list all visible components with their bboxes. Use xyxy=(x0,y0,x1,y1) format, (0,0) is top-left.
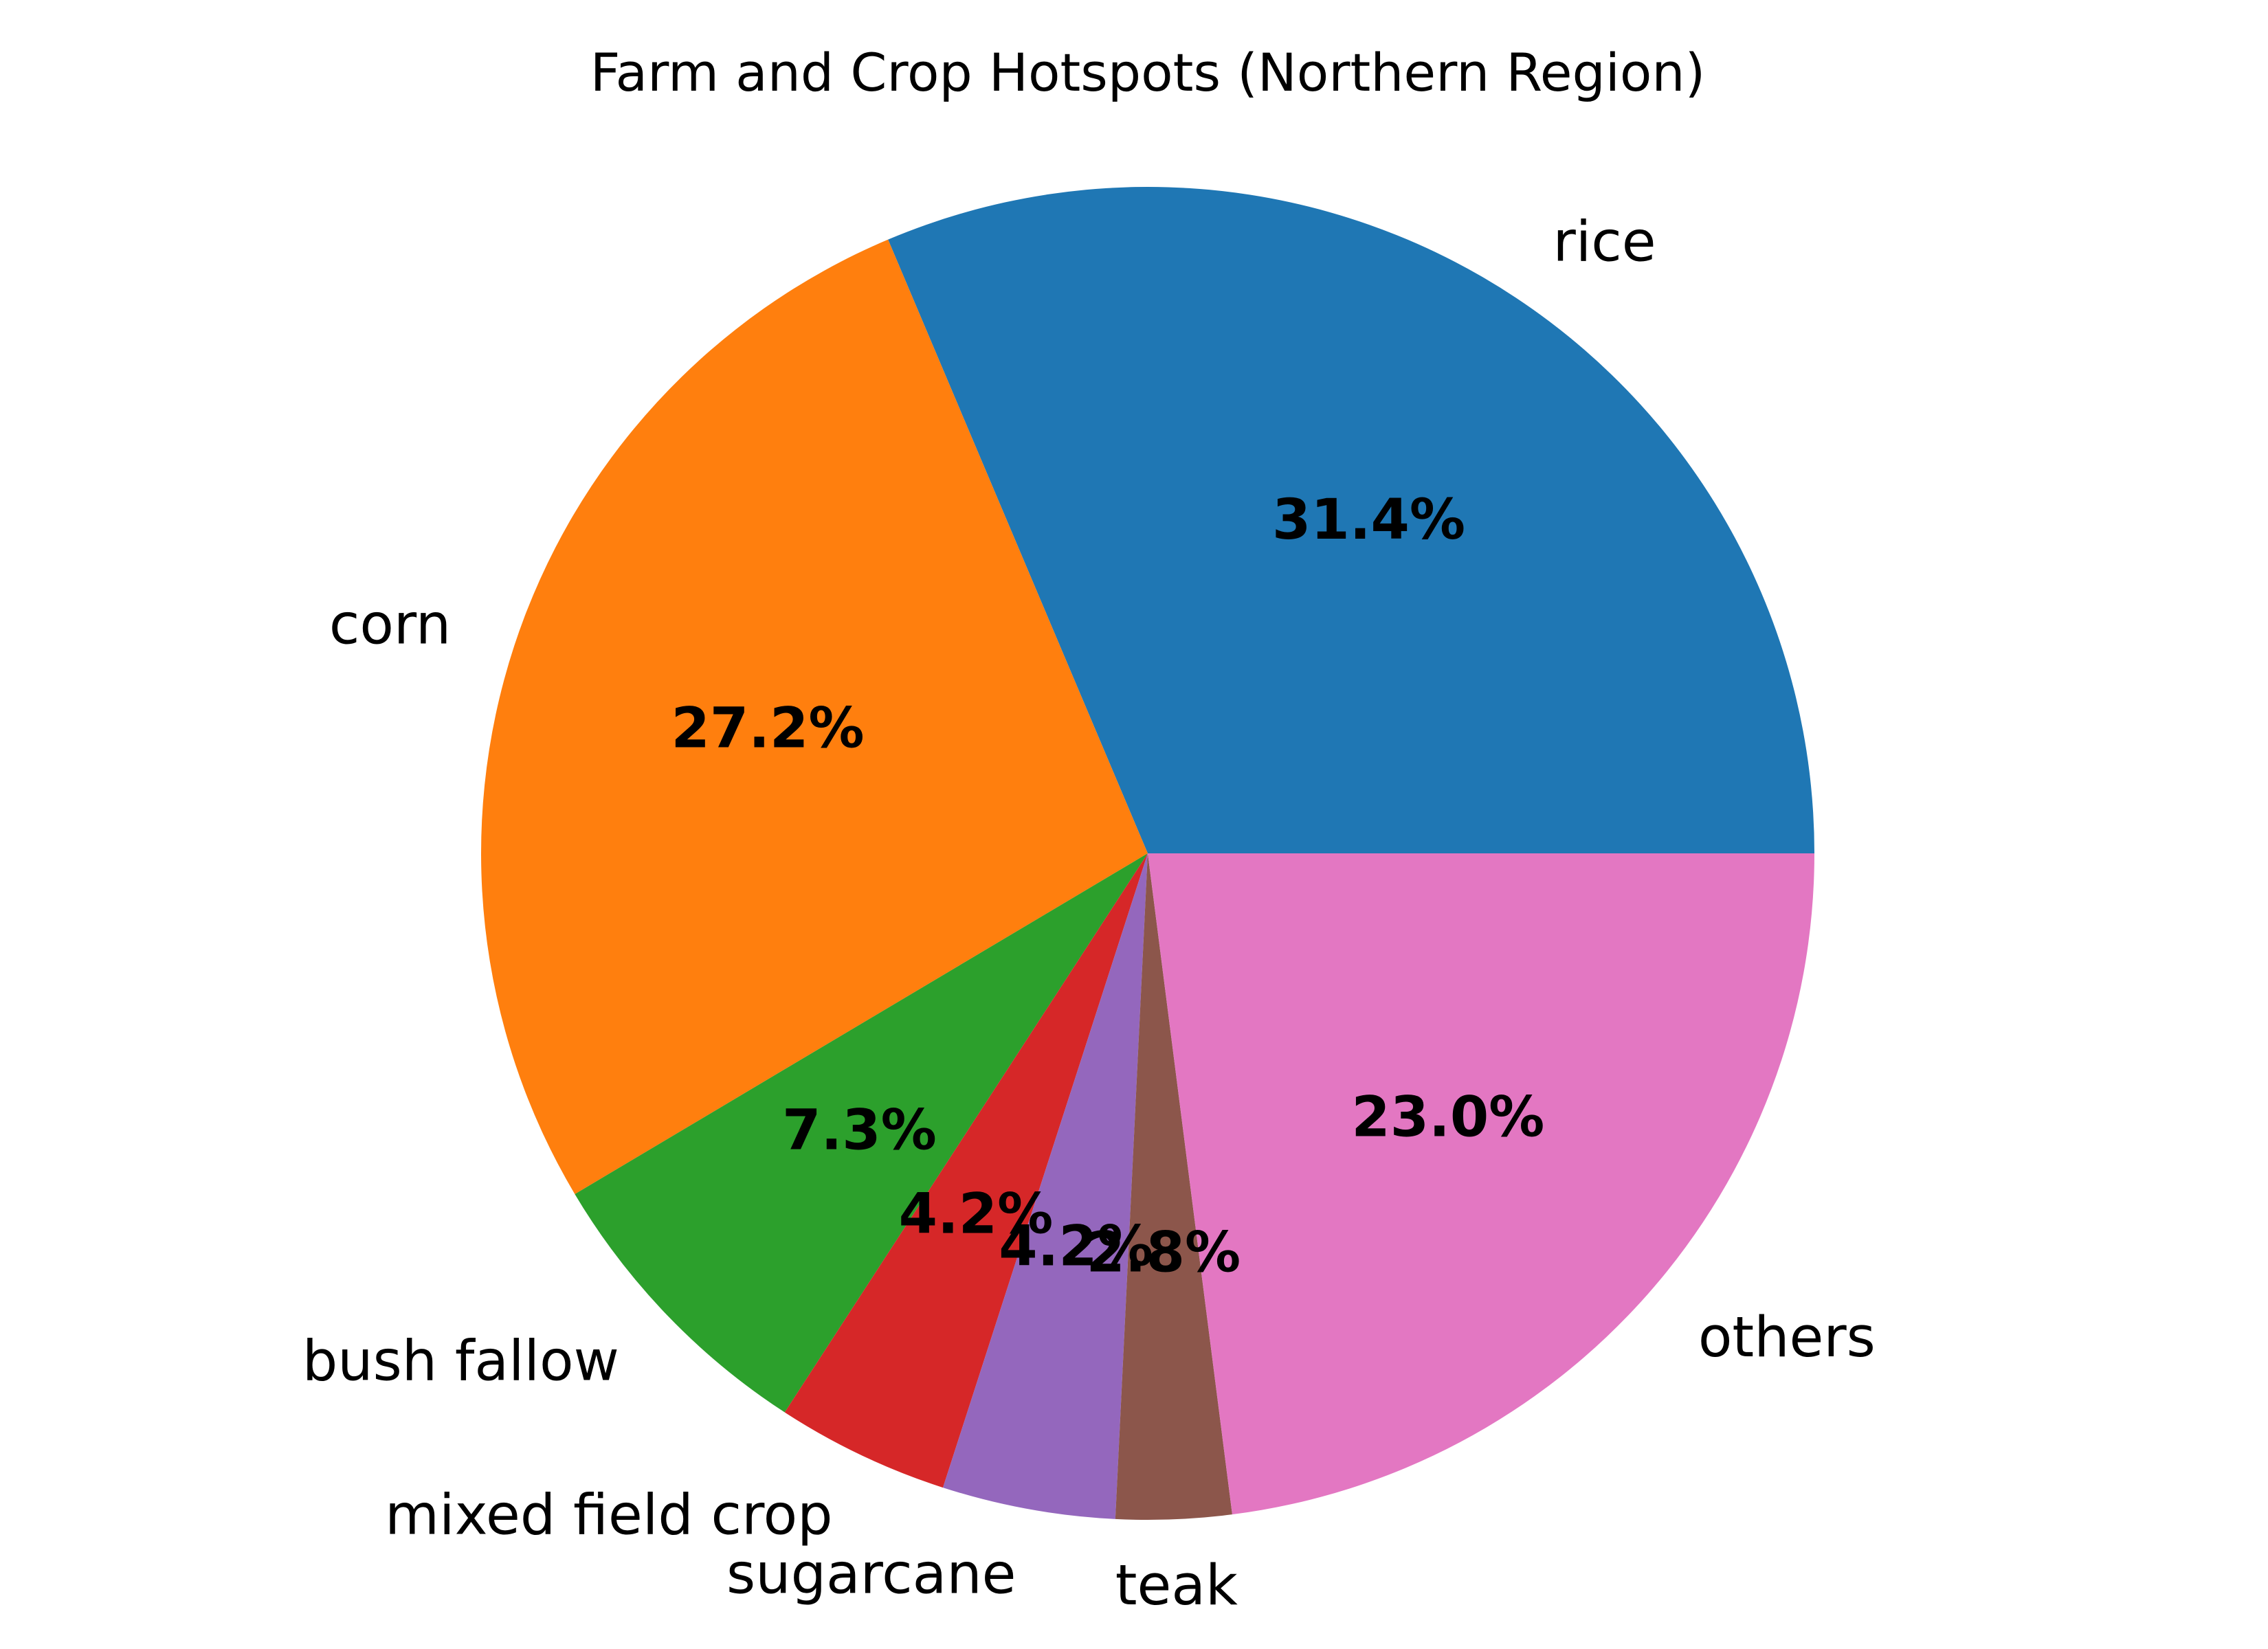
slice-others xyxy=(1148,853,1814,1515)
slice-bush-fallow xyxy=(575,853,1148,1413)
slice-label-sugarcane: sugarcane xyxy=(726,1543,1016,1607)
percent-labels: 31.4%27.2%7.3%4.2%4.2%2.8%23.0% xyxy=(671,488,1544,1286)
pct-label-sugarcane: 4.2% xyxy=(999,1215,1153,1279)
slice-label-others: others xyxy=(1698,1305,1876,1370)
slice-corn xyxy=(481,239,1148,1194)
slice-rice xyxy=(888,186,1814,853)
chart-title: Farm and Crop Hotspots (Northern Region) xyxy=(590,42,1705,103)
pct-label-others: 23.0% xyxy=(1351,1086,1544,1150)
slice-teak xyxy=(1115,853,1232,1521)
slice-label-mixed-field-crop: mixed field crop xyxy=(385,1483,832,1548)
pct-label-bush-fallow: 7.3% xyxy=(782,1098,937,1163)
slice-label-corn: corn xyxy=(329,592,451,657)
slice-label-teak: teak xyxy=(1115,1553,1238,1618)
slice-label-bush-fallow: bush fallow xyxy=(302,1330,619,1394)
slice-label-rice: rice xyxy=(1553,210,1656,275)
pct-label-rice: 31.4% xyxy=(1272,488,1465,552)
slice-labels: rice corn bush fallow mixed field cropsugar… xyxy=(302,210,1876,1619)
pct-label-corn: 27.2% xyxy=(671,697,864,761)
pie-slices xyxy=(481,186,1814,1521)
pct-label-mixed-field-crop: 4.2% xyxy=(899,1182,1054,1247)
slice-mixed-field-crop xyxy=(784,853,1148,1488)
pct-label-teak: 2.8% xyxy=(1086,1221,1241,1286)
slice-sugarcane xyxy=(942,853,1148,1519)
